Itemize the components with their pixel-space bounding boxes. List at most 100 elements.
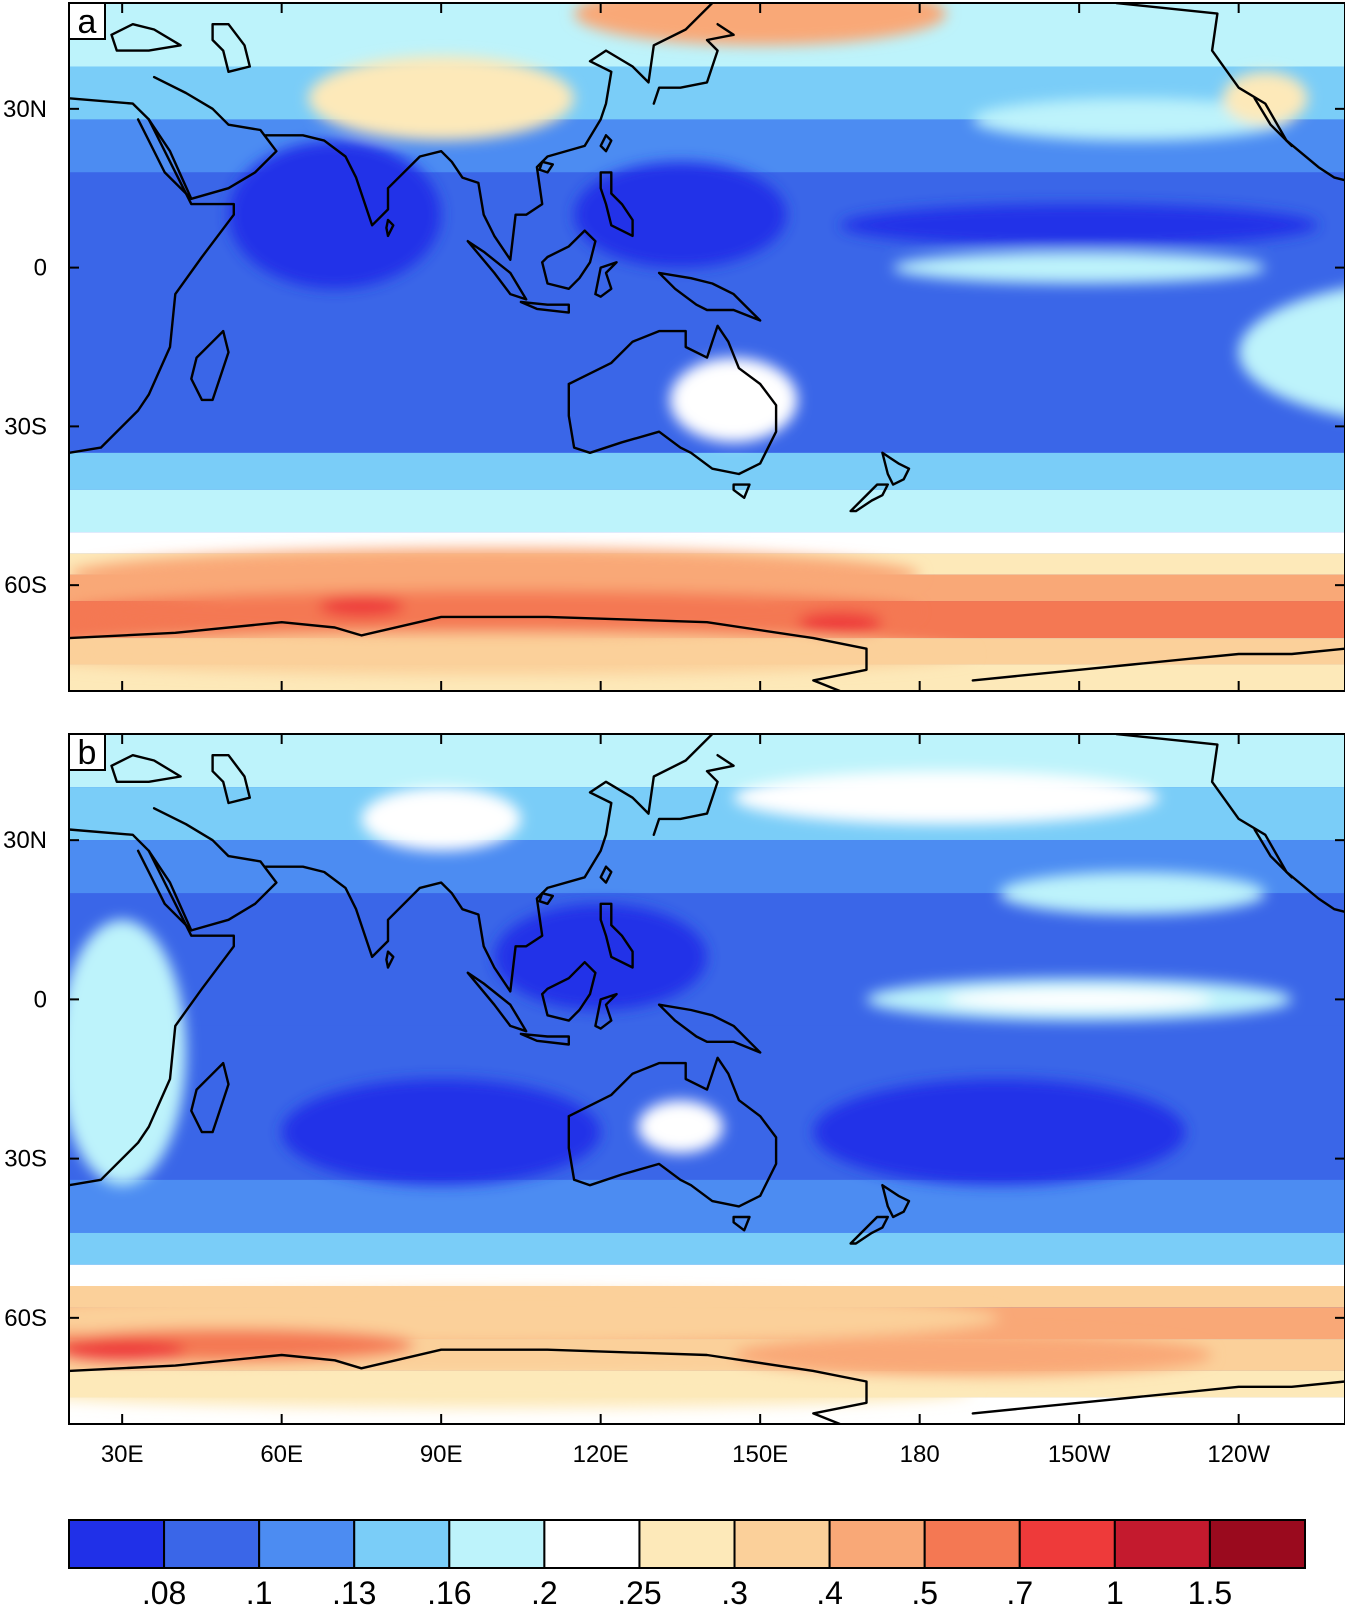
coastline-nz-north [881,451,911,486]
field-contour-blob [1222,71,1308,125]
field-anomalies [69,771,1292,1409]
coastline-black-sea [110,23,182,52]
lat-labels-a: 30N 0 30S 60S [3,96,47,599]
coastline-hainan [538,892,554,905]
coastline-caspian [211,754,252,805]
colorbar-swatch [923,1519,1021,1569]
coastline-nz-north [881,1183,911,1219]
coastline-philippines [599,902,634,969]
coastline-antarctica-east [971,647,1345,682]
lon-tick-label: 60E [260,1441,303,1468]
coastline-north-america [1115,3,1345,182]
lon-tick-label: 120W [1207,1441,1270,1468]
colorbar-label: 1.5 [1188,1575,1232,1608]
lat-labels-b: 30N 0 30S 60S [3,827,47,1332]
coastline-red-sea-inner [136,118,193,201]
coastline-sulawesi [594,261,618,298]
field-contour-blob [281,1079,601,1186]
lon-tick-label: 150E [732,1441,788,1468]
colorbar-label: .7 [1006,1575,1033,1608]
colorbar: .08 .1 .13 .16 .2 .25 .3 .4 .5 .7 1 1.5 [68,1519,1307,1608]
coastline-australia [567,1056,778,1208]
colorbar-swatch [353,1519,451,1569]
coastline-kamchatka [792,708,813,729]
field-contour-blob [733,1333,1213,1377]
map-panel-b: b 30N 0 30S 60S [3,708,1345,1425]
field-contour-blob [574,3,947,46]
field-band [69,1264,1345,1286]
coastline-caspian [211,23,252,74]
colorbar-swatch [163,1519,261,1569]
map-frame-b [68,733,1345,1425]
field-contour-blob [972,98,1292,141]
colorbar-label: .3 [721,1575,748,1608]
colorbar-label: .1 [246,1575,273,1608]
colorbar-labels: .08 .1 .13 .16 .2 .25 .3 .4 .5 .7 1 1.5 [142,1575,1232,1608]
coastline-new-guinea [657,1003,762,1054]
coastline-sri-lanka [385,218,395,238]
lon-labels: 30E 60E 90E 120E 150E 180 150W 120W [101,1441,1271,1468]
map-frame-a [68,2,1345,692]
field-band [69,734,1345,788]
coastline-north-america [1115,734,1345,914]
colorbar-swatch [638,1519,736,1569]
coastline-java [519,1032,570,1046]
field-band [69,452,1345,490]
field-contour-blob [1238,288,1345,417]
field-contour-blob [69,590,920,633]
coastline-antarctica [69,1348,868,1424]
coastline-layer-b [69,708,1345,1424]
coastline-hainan [538,160,554,174]
coastline-new-guinea [657,271,762,322]
coastline-arabia [147,807,278,932]
colorbar-swatches [68,1519,1307,1569]
lon-tick-label: 180 [900,1441,940,1468]
lat-tick-label: 30S [4,1146,47,1173]
lat-tick-label: 30N [3,827,47,854]
lon-tick-label: 30E [101,1441,144,1468]
lat-tick-label: 0 [34,986,47,1013]
coastline-tasmania [732,483,751,499]
field-contour-blob [69,632,973,676]
panel-label-box-a [68,2,106,40]
colorbar-label: .4 [816,1575,843,1608]
lat-tick-label: 60S [4,1305,47,1332]
field-anomalies [69,3,1345,676]
field-contour-blob [839,204,1319,247]
coastline-baja [1253,97,1294,148]
colorbar-label: .25 [617,1575,661,1608]
field-band [69,1179,1345,1233]
axis-ticks-b [69,734,1345,1424]
field-layer-a [69,3,1345,691]
colorbar-label: 1 [1106,1575,1124,1608]
coastline-madagascar [190,1061,230,1134]
map-panel-a: a 30N 0 30S 60S [3,2,1345,692]
colorbar-swatch [1018,1519,1116,1569]
axis-ticks-a [69,3,1345,691]
field-contour-blob [669,357,798,443]
field-contour-blob [361,787,521,851]
coastline-borneo [541,961,597,1022]
lon-tick-label: 150W [1048,1441,1111,1468]
lon-tick-label: 120E [573,1441,629,1468]
colorbar-label: .16 [427,1575,471,1608]
coastline-layer-a [69,3,1345,691]
coastline-java [519,300,570,314]
lat-tick-label: 0 [34,255,47,282]
colorbar-swatch [68,1519,166,1569]
field-contour-blob [69,548,920,602]
lon-tick-label: 90E [420,1441,463,1468]
colorbar-label: .08 [142,1575,186,1608]
coastline-sumatra [466,971,528,1033]
lat-tick-label: 30N [3,96,47,123]
field-contour-blob [69,1339,186,1361]
coastline-madagascar [190,329,230,402]
coastline-sulawesi [594,992,618,1030]
lat-tick-label: 60S [4,572,47,599]
field-band [69,532,1345,554]
field-layer-b [69,734,1345,1424]
coastline-baja [1253,828,1294,879]
coastline-sri-lanka [385,950,395,969]
colorbar-label: .2 [531,1575,558,1608]
